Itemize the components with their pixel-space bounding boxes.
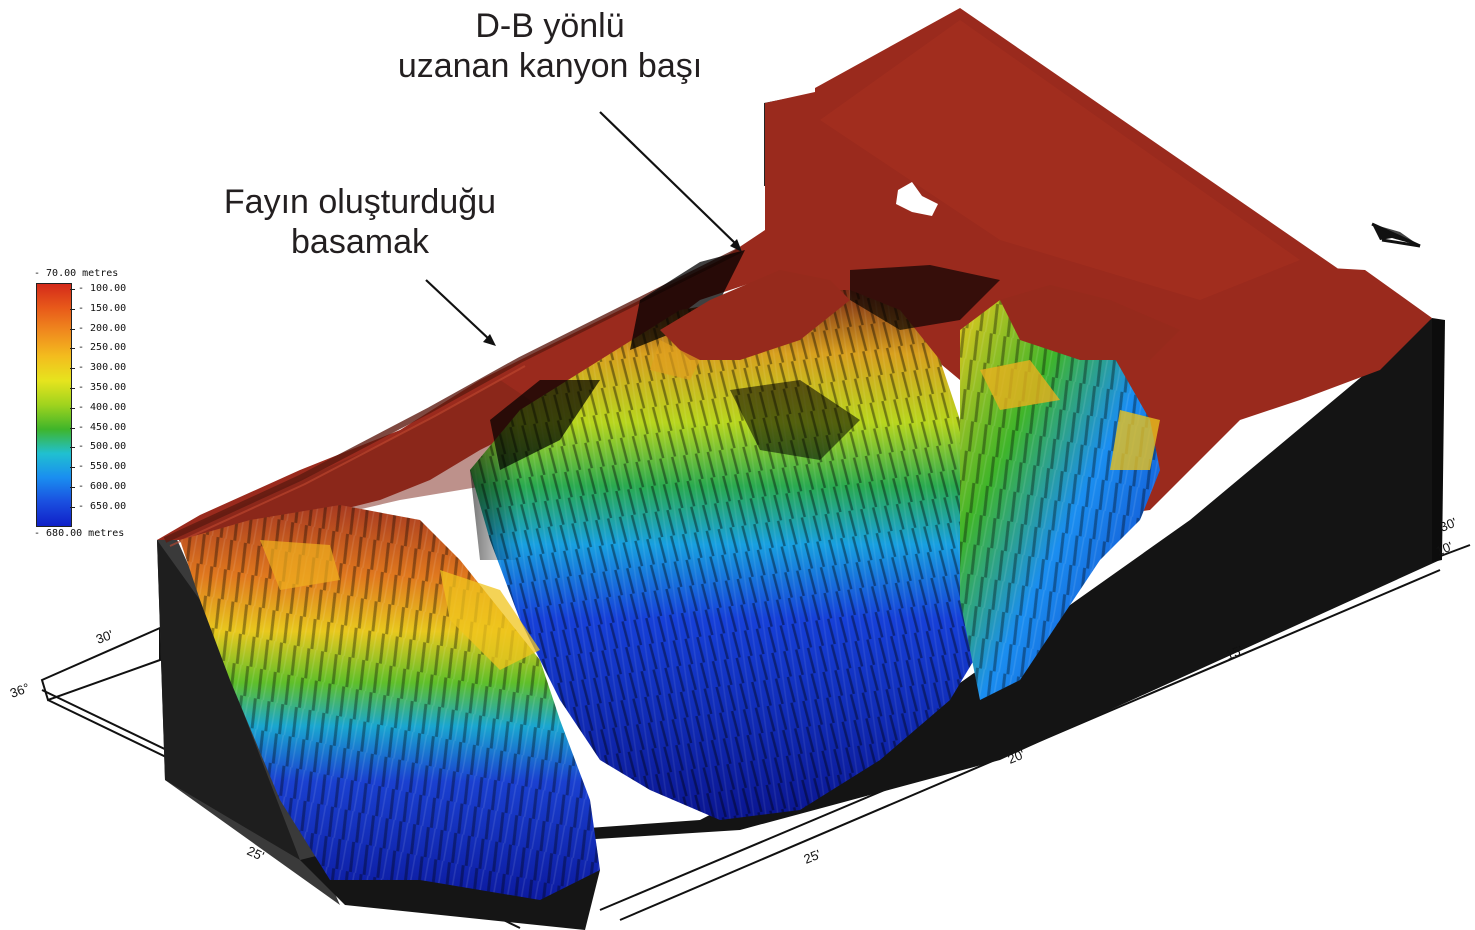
axis-label-left-25: 25' bbox=[245, 843, 267, 864]
axis-label-bottom-25: 25' bbox=[802, 847, 823, 867]
annotation-fault-line-1: Fayın oluşturduğu bbox=[223, 183, 497, 221]
axis-label-bottom-15: 15' bbox=[1224, 643, 1245, 663]
canyon-slopes bbox=[180, 250, 1180, 900]
annotation-canyon-head: D-B yönlü uzanan kanyon başı bbox=[340, 6, 760, 86]
axis-label-bottom-10: 10' bbox=[1434, 539, 1455, 559]
annotation-fault-line-2: basamak bbox=[291, 223, 429, 261]
axis-label-left-36: 36° bbox=[8, 680, 32, 701]
axis-labels: 30' 36° 25' 25' 20' 15' 10' 30' bbox=[8, 515, 1459, 867]
annotation-arrows bbox=[425, 111, 742, 346]
annotation-fault-step: Fayın oluşturduğu basamak bbox=[180, 182, 540, 262]
axis-label-bottom-30: 30' bbox=[1438, 515, 1459, 535]
axis-label-left-30: 30' bbox=[94, 627, 115, 647]
axis-label-bottom-20: 20' bbox=[1006, 747, 1027, 767]
annotation-canyon-line-1: D-B yönlü bbox=[475, 7, 625, 45]
north-arrow-icon bbox=[1371, 222, 1421, 248]
annotation-canyon-line-2: uzanan kanyon başı bbox=[397, 47, 703, 85]
